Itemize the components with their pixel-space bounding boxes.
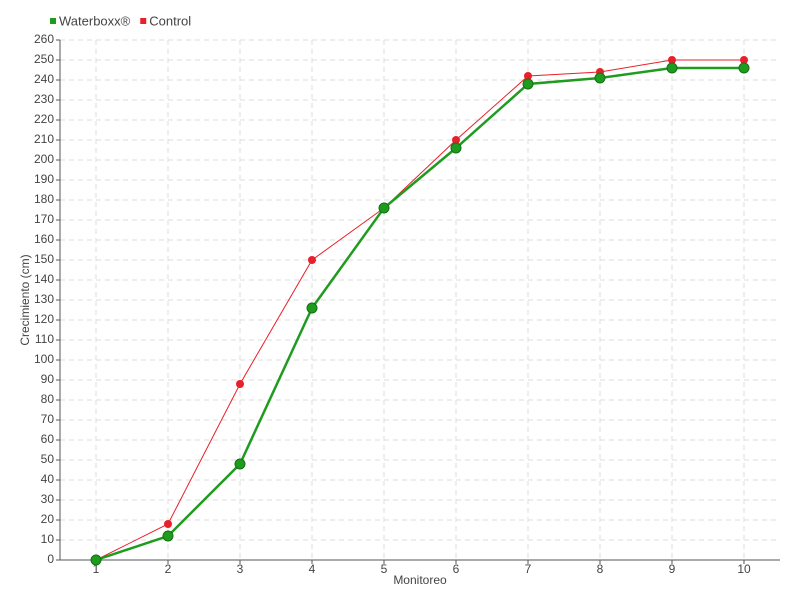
y-tick-label: 20 xyxy=(41,512,55,526)
x-tick-label: 8 xyxy=(597,562,604,576)
legend-swatch xyxy=(50,18,56,24)
data-point xyxy=(308,256,316,264)
x-tick-label: 10 xyxy=(737,562,751,576)
y-tick-label: 50 xyxy=(41,452,55,466)
y-tick-label: 40 xyxy=(41,472,55,486)
y-tick-label: 120 xyxy=(34,312,54,326)
x-tick-label: 6 xyxy=(453,562,460,576)
data-point xyxy=(668,56,676,64)
y-tick-label: 0 xyxy=(47,552,54,566)
y-tick-label: 190 xyxy=(34,172,54,186)
x-tick-label: 9 xyxy=(669,562,676,576)
y-tick-label: 110 xyxy=(35,332,54,346)
y-tick-label: 90 xyxy=(41,372,55,386)
data-point xyxy=(306,302,318,314)
y-tick-label: 140 xyxy=(34,272,54,286)
y-tick-label: 250 xyxy=(34,52,54,66)
x-tick-label: 3 xyxy=(237,562,244,576)
legend-swatch xyxy=(140,18,147,24)
y-tick-label: 100 xyxy=(34,352,54,366)
data-point xyxy=(452,136,460,144)
legend-label: Control xyxy=(149,13,191,28)
y-tick-label: 10 xyxy=(41,532,55,546)
data-point xyxy=(738,62,750,74)
x-tick-label: 5 xyxy=(381,562,388,576)
y-tick-label: 260 xyxy=(34,32,54,46)
data-point xyxy=(450,142,462,154)
legend-label: Waterboxx® xyxy=(59,13,131,28)
y-tick-label: 230 xyxy=(34,92,54,106)
data-point xyxy=(162,530,174,542)
y-tick-label: 130 xyxy=(34,292,54,306)
y-tick-label: 150 xyxy=(34,252,54,266)
y-tick-label: 60 xyxy=(41,432,55,446)
data-point xyxy=(666,62,678,74)
series-line xyxy=(95,66,744,562)
y-axis-label: Crecimiento (cm) xyxy=(18,254,32,345)
x-tick-label: 7 xyxy=(525,562,532,576)
y-tick-label: 200 xyxy=(34,152,54,166)
data-point xyxy=(90,554,102,566)
data-point xyxy=(164,520,172,528)
y-tick-label: 210 xyxy=(34,132,54,146)
data-point xyxy=(234,458,246,470)
data-point xyxy=(594,72,606,84)
x-axis-label: Monitoreo xyxy=(393,573,447,587)
y-tick-label: 160 xyxy=(34,232,54,246)
x-tick-label: 1 xyxy=(93,562,100,576)
y-tick-label: 220 xyxy=(34,112,54,126)
y-tick-label: 80 xyxy=(41,392,55,406)
y-tick-label: 240 xyxy=(34,72,54,86)
y-tick-label: 70 xyxy=(41,412,55,426)
x-tick-label: 4 xyxy=(309,562,316,576)
y-tick-label: 180 xyxy=(34,192,54,206)
data-point xyxy=(740,56,748,64)
y-tick-label: 30 xyxy=(41,492,55,506)
series-line xyxy=(95,59,744,561)
data-point xyxy=(236,380,244,388)
x-tick-label: 2 xyxy=(165,562,172,576)
data-point xyxy=(522,78,534,90)
y-tick-label: 170 xyxy=(34,212,54,226)
data-point xyxy=(524,72,532,80)
data-point xyxy=(378,202,390,214)
